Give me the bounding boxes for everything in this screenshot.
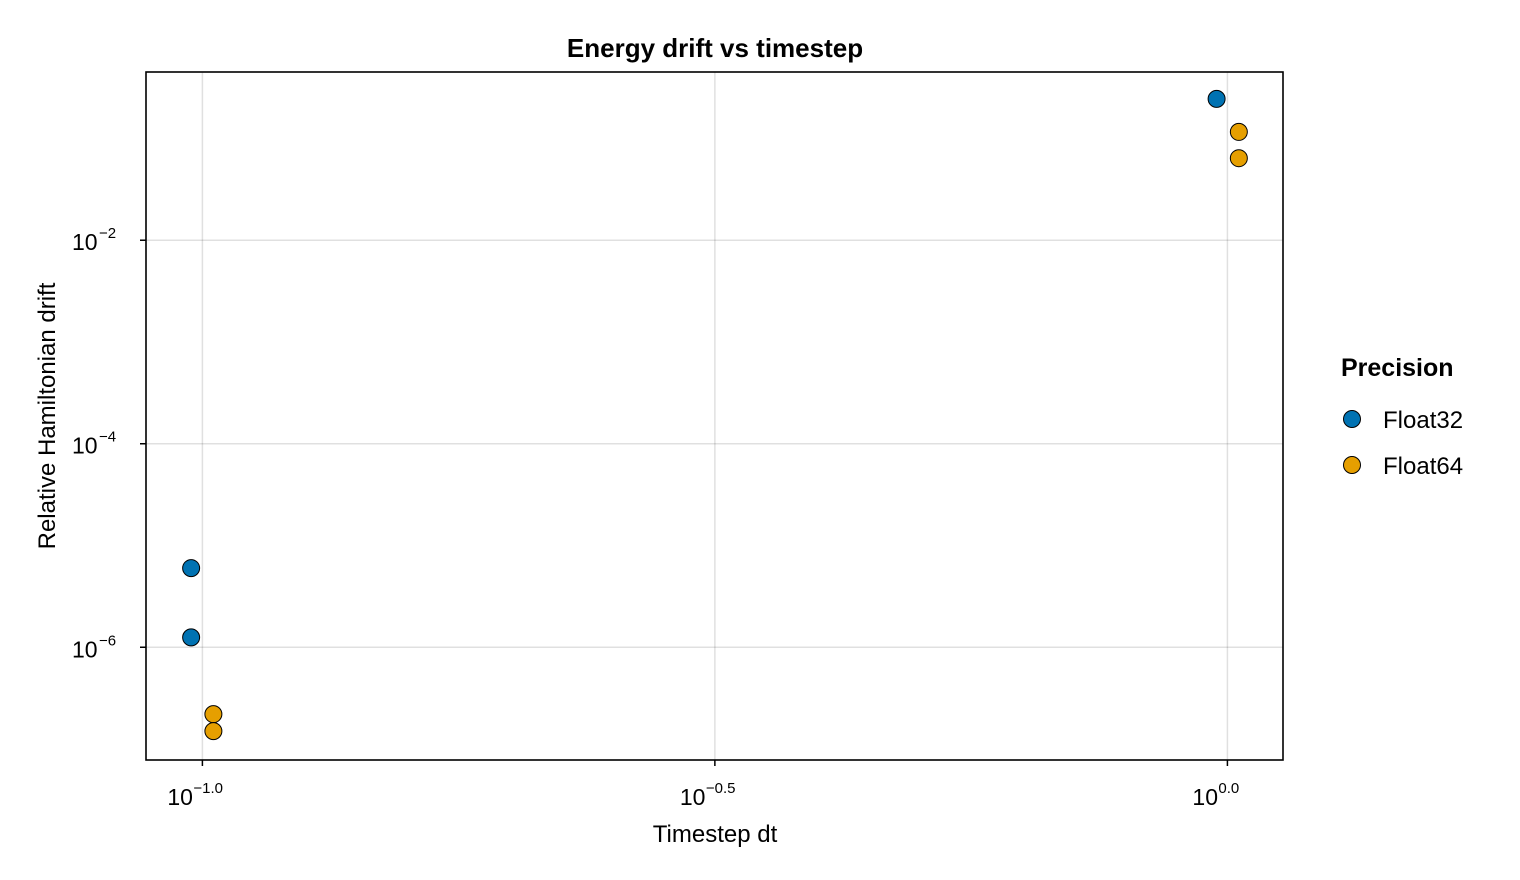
legend-marker-float32 xyxy=(1343,410,1361,428)
chart-title: Energy drift vs timestep xyxy=(567,33,863,63)
legend-title: Precision xyxy=(1341,354,1454,382)
grid-lines xyxy=(146,72,1283,760)
y-tick-label: 10 xyxy=(72,636,98,662)
point-float32 xyxy=(182,628,201,647)
y-axis-label: Relative Hamiltonian drift xyxy=(34,282,61,549)
data-points xyxy=(182,89,1248,741)
legend-label-float64: Float64 xyxy=(1383,453,1463,480)
x-tick-exponent: −1.0 xyxy=(193,780,223,797)
legend-label-float32: Float32 xyxy=(1383,407,1463,434)
point-float64 xyxy=(1229,122,1248,141)
x-tick-exponent: −0.5 xyxy=(706,780,736,797)
legend: Precision Float32 Float64 xyxy=(1341,354,1463,480)
x-tick-label: 10 xyxy=(167,784,193,810)
x-tick-exponent: 0.0 xyxy=(1218,780,1239,797)
y-tick-label: 10 xyxy=(72,229,98,255)
point-float32 xyxy=(1207,89,1226,108)
y-tick-exponent: −6 xyxy=(99,632,116,649)
x-tick-label: 10 xyxy=(680,784,706,810)
y-tick-label: 10 xyxy=(72,433,98,459)
y-tick-exponent: −2 xyxy=(99,225,116,242)
point-float64 xyxy=(204,705,223,724)
point-float64 xyxy=(204,722,223,741)
point-float64 xyxy=(1229,149,1248,168)
x-tick-label: 10 xyxy=(1192,784,1218,810)
x-axis-label: Timestep dt xyxy=(653,821,778,848)
point-float32 xyxy=(182,559,201,578)
y-tick-exponent: −4 xyxy=(99,429,116,446)
y-axis-ticks: 10−210−410−6 xyxy=(72,225,146,662)
legend-marker-float64 xyxy=(1343,456,1361,474)
x-axis-ticks: 10 −1.0 10 −0.5 10 0.0 xyxy=(167,760,1239,810)
